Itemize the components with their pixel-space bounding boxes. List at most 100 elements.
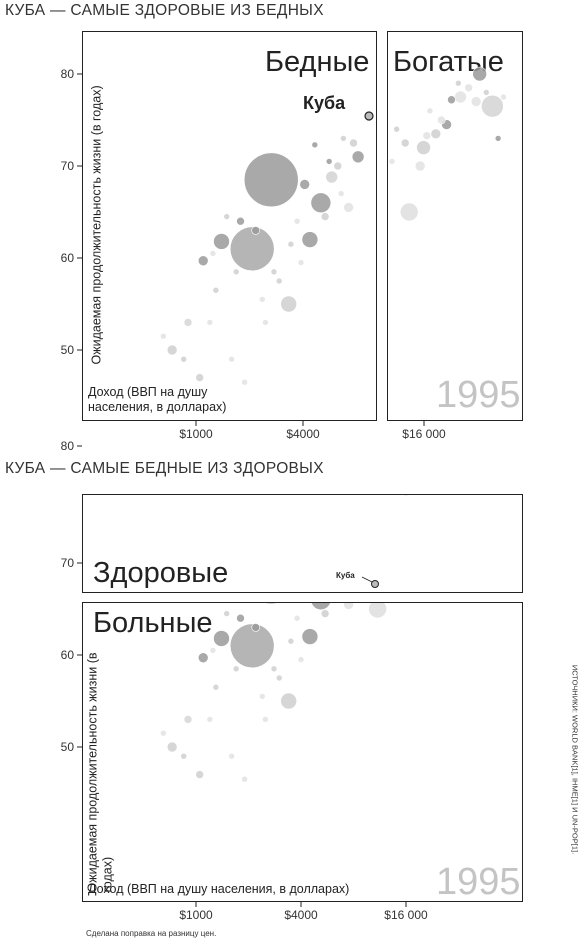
chart1-bubble (337, 190, 345, 197)
chart1-bubble (388, 158, 396, 165)
chart2-bubble (359, 555, 365, 561)
chart2-bubble (368, 603, 387, 619)
x-tick-label: $4000 (284, 908, 318, 922)
x-tick-label: $16 000 (384, 908, 428, 922)
chart1-bubble (482, 89, 490, 96)
chart2-bubble (370, 536, 378, 544)
chart1-bubble (416, 140, 431, 155)
chart1-bubble (351, 150, 365, 164)
chart1-bubble (422, 131, 432, 140)
cuba-marker-chart2 (371, 580, 379, 588)
chart2-bubble (418, 452, 424, 458)
chart1-bubble (183, 318, 193, 327)
chart1-bubble (232, 268, 240, 276)
chart1-poor-bubbles (160, 135, 365, 386)
chart2-year: 1995 (436, 861, 521, 903)
y-tick-label: 60 (61, 648, 75, 662)
chart1-bubble (160, 332, 167, 340)
chart1-bubble (229, 226, 275, 272)
chart2-bubble (209, 647, 217, 654)
cuba-label-chart2: Куба (336, 571, 355, 580)
chart1-bubble (166, 344, 178, 356)
chart2-bubble (262, 716, 269, 723)
chart2-bubble (411, 468, 419, 476)
y-tick-label: 80 (61, 439, 75, 453)
cuba-leader-chart2 (361, 576, 373, 583)
chart2-bubble (293, 614, 301, 622)
chart2-bubble (259, 693, 266, 700)
chart2-bubble (458, 466, 464, 472)
chart1-year: 1995 (436, 374, 521, 416)
chart1-bubble (301, 231, 319, 248)
chart2-bubble (343, 603, 354, 610)
chart2-bubble (443, 461, 449, 467)
chart2-bubble (311, 603, 331, 611)
chart1-bubble (241, 378, 248, 386)
chart2-bubble (297, 656, 305, 663)
panel-label-healthy: Здоровые (93, 557, 229, 589)
chart1-bubble (470, 96, 482, 107)
chart1-bubble (228, 355, 235, 363)
chart2-bubble (180, 752, 187, 760)
chart2-bubble (340, 532, 346, 538)
y-tick-label: 60 (61, 251, 75, 265)
chart1-bubble (197, 255, 209, 267)
y-tick-label: 80 (61, 67, 75, 81)
chart2-bubble (241, 775, 248, 783)
chart2-bubble (232, 665, 240, 673)
cuba-marker-chart1 (364, 111, 374, 121)
chart2-bubble (406, 517, 416, 527)
chart1-bubble (212, 286, 220, 294)
chart1-bubble (325, 158, 333, 165)
chart1-rich-bubbles (388, 66, 507, 222)
chart1-bubble (297, 259, 305, 266)
chart1-bubble (223, 213, 231, 220)
chart2-bubble (417, 463, 429, 475)
chart2-bubble (389, 529, 397, 537)
chart2-sick-bubbles (160, 517, 416, 783)
chart1-bubble (447, 95, 456, 105)
chart2-bubble (195, 770, 204, 779)
chart2-bubble (183, 715, 193, 724)
chart2-bubble (206, 716, 214, 723)
chart2-bubble (426, 456, 434, 464)
chart1-bubble (455, 79, 462, 87)
chart2-bubble (350, 536, 358, 544)
chart2-xlabel: Доход (ВВП на душу населения, в долларах… (88, 882, 350, 896)
chart2-bubble (440, 467, 462, 489)
chart2-panel-healthy: Здоровые (82, 494, 523, 593)
x-tick-label: $1000 (179, 908, 213, 922)
chart1-bubble (259, 296, 266, 303)
chart1-bubble (287, 240, 295, 248)
chart2-bubble (383, 538, 397, 552)
chart1-bubble (209, 250, 217, 257)
chart1-bubble (236, 216, 245, 226)
chart1-bubble (293, 217, 301, 225)
y-tick-label: 70 (61, 159, 75, 173)
chart1-bubble (472, 66, 487, 82)
chart2-bubble (382, 558, 392, 568)
chart1-bubble (494, 135, 502, 142)
chart1-bubble (262, 319, 269, 326)
y-tick-label: 50 (61, 343, 75, 357)
chart2-bubble (300, 576, 310, 586)
chart2-bubble (197, 652, 209, 664)
chart2-bubble (160, 729, 167, 737)
chart2-bubble (334, 559, 342, 567)
chart1-bubble (349, 138, 358, 148)
chart2-bubble (287, 637, 295, 645)
chart1-bubble (180, 355, 187, 363)
chart2-bubble (433, 439, 447, 453)
y-tick-label: 70 (61, 556, 75, 570)
chart2-title: КУБА — САМЫЕ БЕДНЫЕ ИЗ ЗДОРОВЫХ (5, 460, 324, 477)
chart2-bubble (396, 526, 406, 536)
panel-label-sick: Больные (93, 607, 213, 639)
chart1-bubble (270, 268, 278, 276)
chart2-bubble (393, 480, 399, 486)
chart1-bubble (340, 135, 347, 142)
chart1-bubble (414, 160, 426, 172)
chart1-bubble (299, 179, 310, 190)
chart2-bubble (432, 469, 442, 479)
chart2-bubble (301, 628, 319, 645)
